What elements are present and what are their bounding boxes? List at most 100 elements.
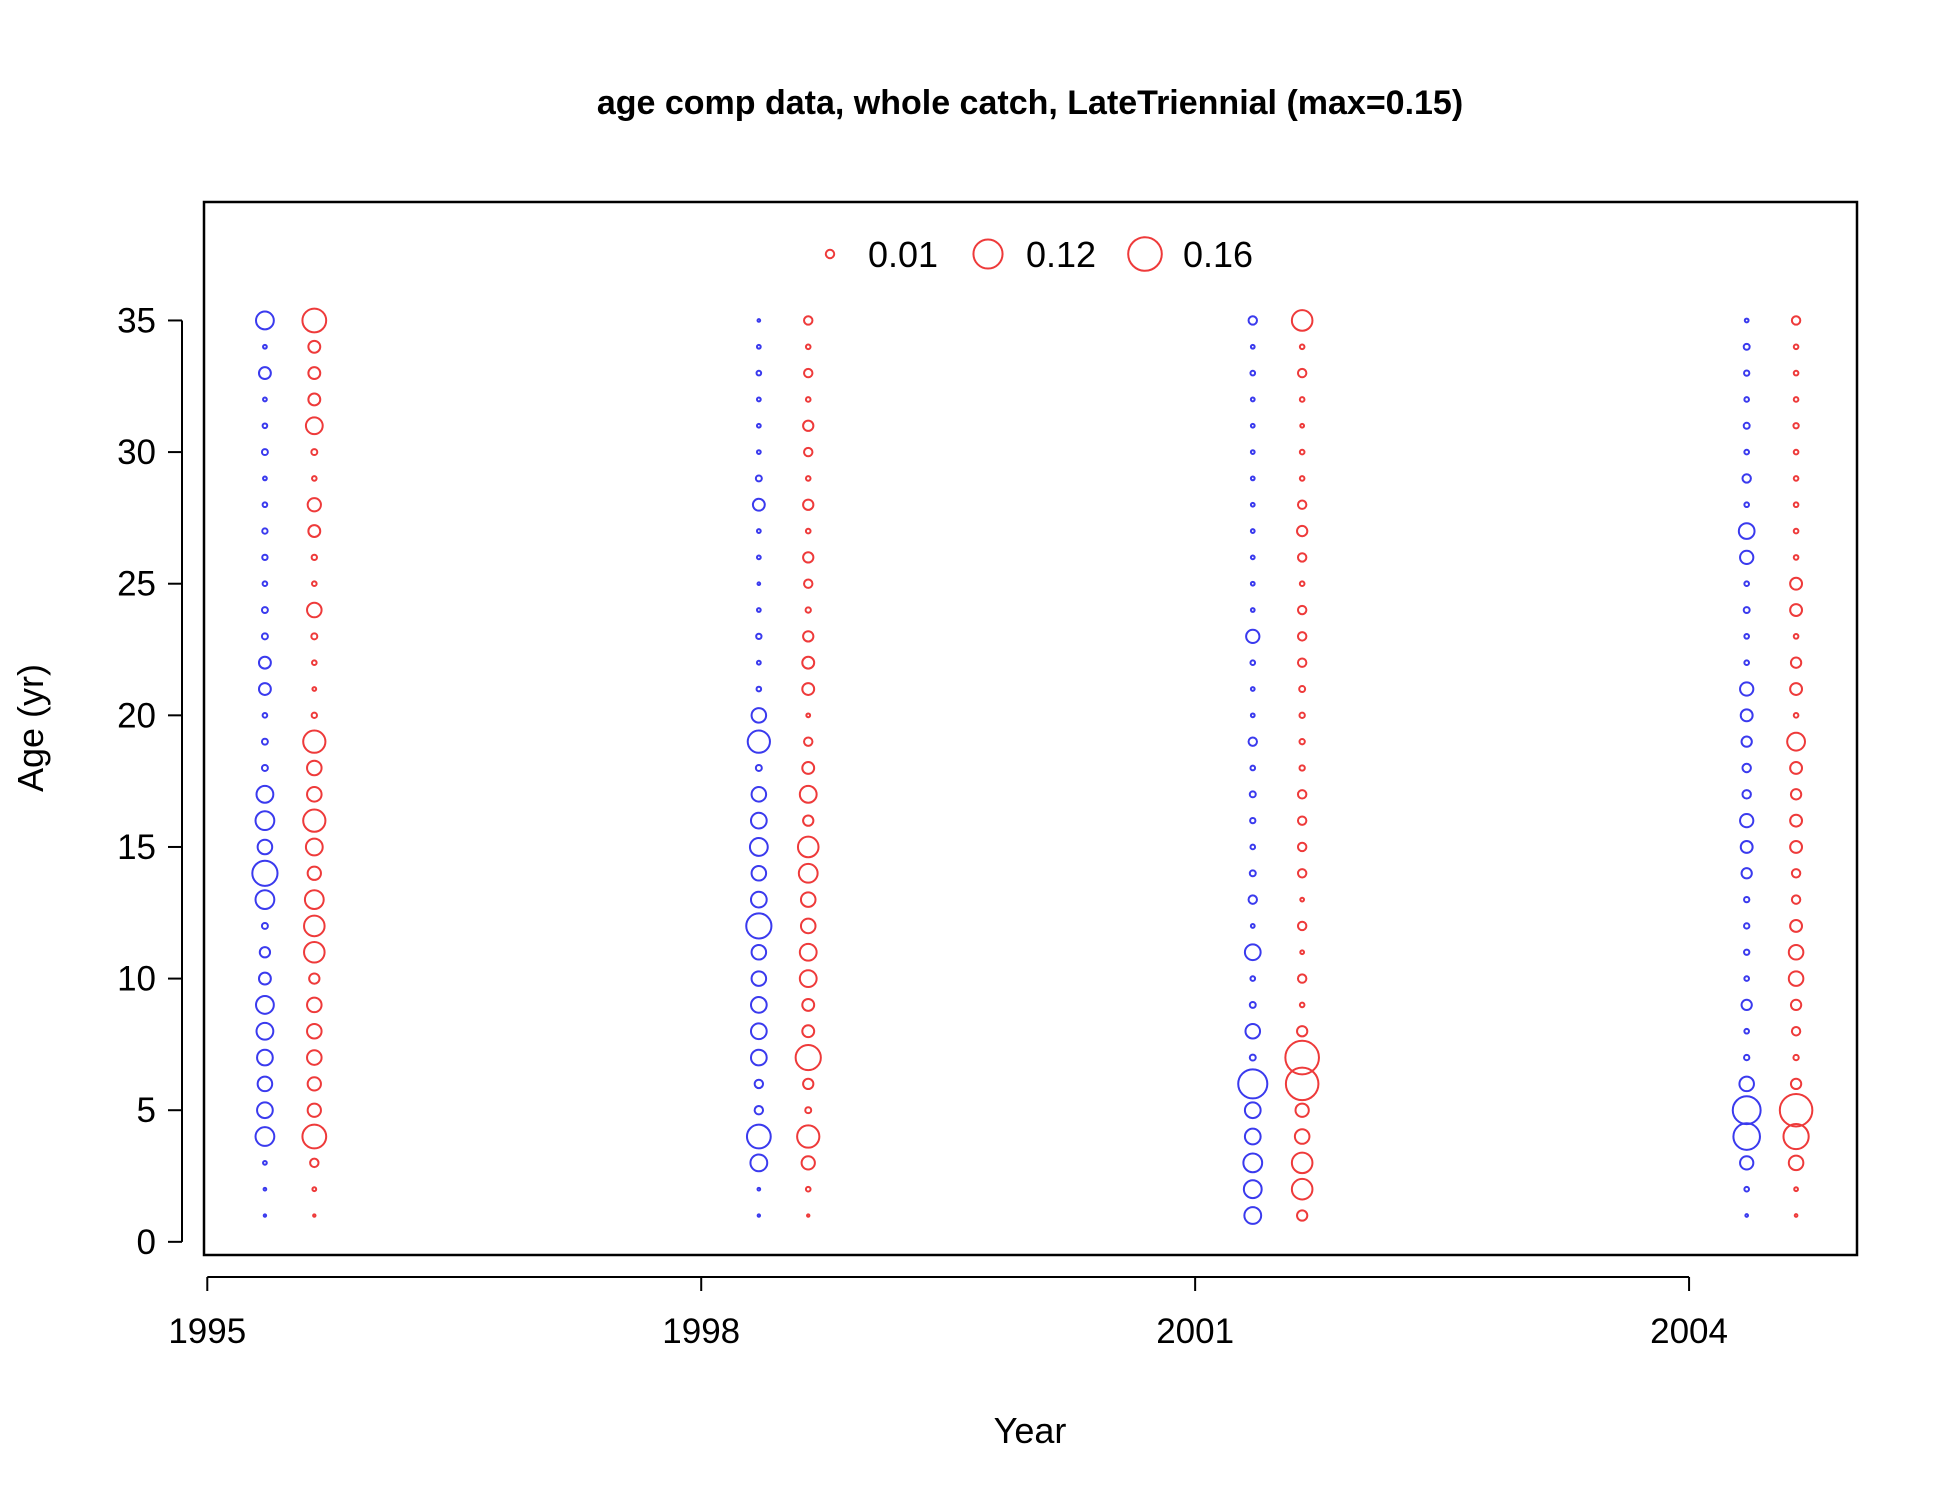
bubble-point [1296, 524, 1309, 538]
bubble-point [755, 659, 762, 666]
bubble-point [1787, 943, 1805, 961]
bubble-point [1739, 708, 1754, 723]
bubble-point [261, 712, 269, 719]
bubble-point [1298, 448, 1306, 456]
bubble-point [1742, 421, 1751, 430]
bubble-point [1249, 343, 1256, 350]
bubble-point [258, 946, 272, 959]
chart-title: age comp data, whole catch, LateTriennia… [597, 84, 1463, 122]
bubble-point [1740, 867, 1753, 880]
bubble-point [746, 729, 771, 754]
bubble-point [261, 580, 269, 588]
bubble-point [1293, 1128, 1311, 1145]
bubble-point [796, 1124, 821, 1149]
bubble-point [1296, 920, 1308, 932]
bubble-point [1249, 843, 1257, 851]
legend-label: 0.12 [1026, 234, 1096, 275]
bubble-point [1245, 628, 1261, 645]
bubble-point [262, 396, 268, 403]
bubble-point [754, 764, 763, 772]
bubble-point [260, 606, 269, 615]
bubble-point [261, 527, 269, 535]
bubble-point [1792, 422, 1800, 430]
bubble-point [1732, 1122, 1761, 1151]
bubble-point [1296, 499, 1308, 510]
bubble-point [262, 475, 268, 482]
bubble-point [1296, 657, 1308, 668]
bubble-point [306, 1022, 323, 1040]
bubble-point [804, 606, 812, 614]
bubble-point [1789, 998, 1803, 1012]
bubble-point [255, 1021, 275, 1041]
y-tick-label: 5 [137, 1091, 156, 1130]
bubble-point [798, 942, 818, 962]
bubble-point [1298, 1001, 1306, 1009]
bubble-point [1248, 869, 1257, 878]
bubble-point [1247, 894, 1258, 905]
bubble-point [1298, 475, 1306, 482]
bubble-point [800, 1155, 816, 1171]
bubble-point [750, 786, 768, 803]
legend: 0.01 0.12 0.16 [824, 234, 1253, 275]
bubble-point [1249, 449, 1256, 455]
y-axis: 0 5 10 15 20 25 30 35 [117, 301, 183, 1262]
bubble-point [310, 632, 319, 641]
bubble-point [1298, 685, 1307, 693]
bubble-point [1249, 712, 1256, 719]
bubble-point [1739, 812, 1755, 829]
bubble-point [1296, 973, 1308, 984]
bubble-point [755, 449, 762, 455]
x-tick-label: 1998 [662, 1312, 740, 1351]
bubble-point [301, 1123, 328, 1150]
bubble-point [1743, 895, 1751, 904]
bubble-point [303, 914, 326, 938]
bubble-point [1741, 473, 1752, 484]
bubble-point [256, 1101, 274, 1120]
legend-symbol [824, 248, 836, 260]
bubble-point [310, 448, 319, 457]
bubble-point [796, 835, 820, 859]
bubble-point [1249, 607, 1256, 613]
bubble-point [748, 837, 769, 857]
bubble-point [804, 343, 812, 351]
bubble-point [803, 367, 814, 379]
bubble-point [750, 943, 768, 961]
bubble-point [1249, 396, 1256, 403]
bubble-point [801, 761, 816, 775]
bubble-point [1299, 896, 1306, 903]
x-tick-label: 2004 [1650, 1312, 1728, 1351]
bubble-point [1290, 1177, 1314, 1201]
bubble-point [754, 474, 763, 483]
bubble-point [1789, 788, 1803, 801]
bubble-point [1249, 686, 1256, 692]
bubble-point [303, 889, 325, 911]
bubble-point [1792, 527, 1800, 535]
bubble-point [1778, 1092, 1814, 1128]
bubble-point [1249, 764, 1257, 772]
bubble-point [1741, 789, 1752, 800]
bubble-point [1789, 761, 1804, 775]
bubble-point [755, 632, 763, 641]
bubble-point [1789, 656, 1803, 669]
bubble-point [308, 972, 321, 985]
bubble-point [257, 655, 272, 670]
bubble-point [1298, 711, 1306, 719]
bubble-point [1787, 1154, 1805, 1172]
bubble-point [1249, 475, 1256, 482]
bubble-point [1298, 738, 1306, 746]
bubble-point [755, 369, 763, 377]
bubble-point [1789, 576, 1804, 591]
bubble-point [1248, 1000, 1257, 1009]
bubble-point [1247, 315, 1258, 326]
bubble-point [1743, 580, 1750, 588]
x-tick-label: 1995 [168, 1312, 246, 1351]
bubble-point [1296, 789, 1308, 800]
bubble-point [257, 971, 272, 986]
bubble-point [1789, 840, 1804, 854]
bubble-point [301, 307, 328, 334]
bubble-point [1739, 681, 1755, 697]
bubble-point [251, 859, 279, 887]
bubble-point [756, 1213, 762, 1218]
bubble-point [306, 1102, 322, 1118]
bubble-point [1782, 1122, 1810, 1151]
